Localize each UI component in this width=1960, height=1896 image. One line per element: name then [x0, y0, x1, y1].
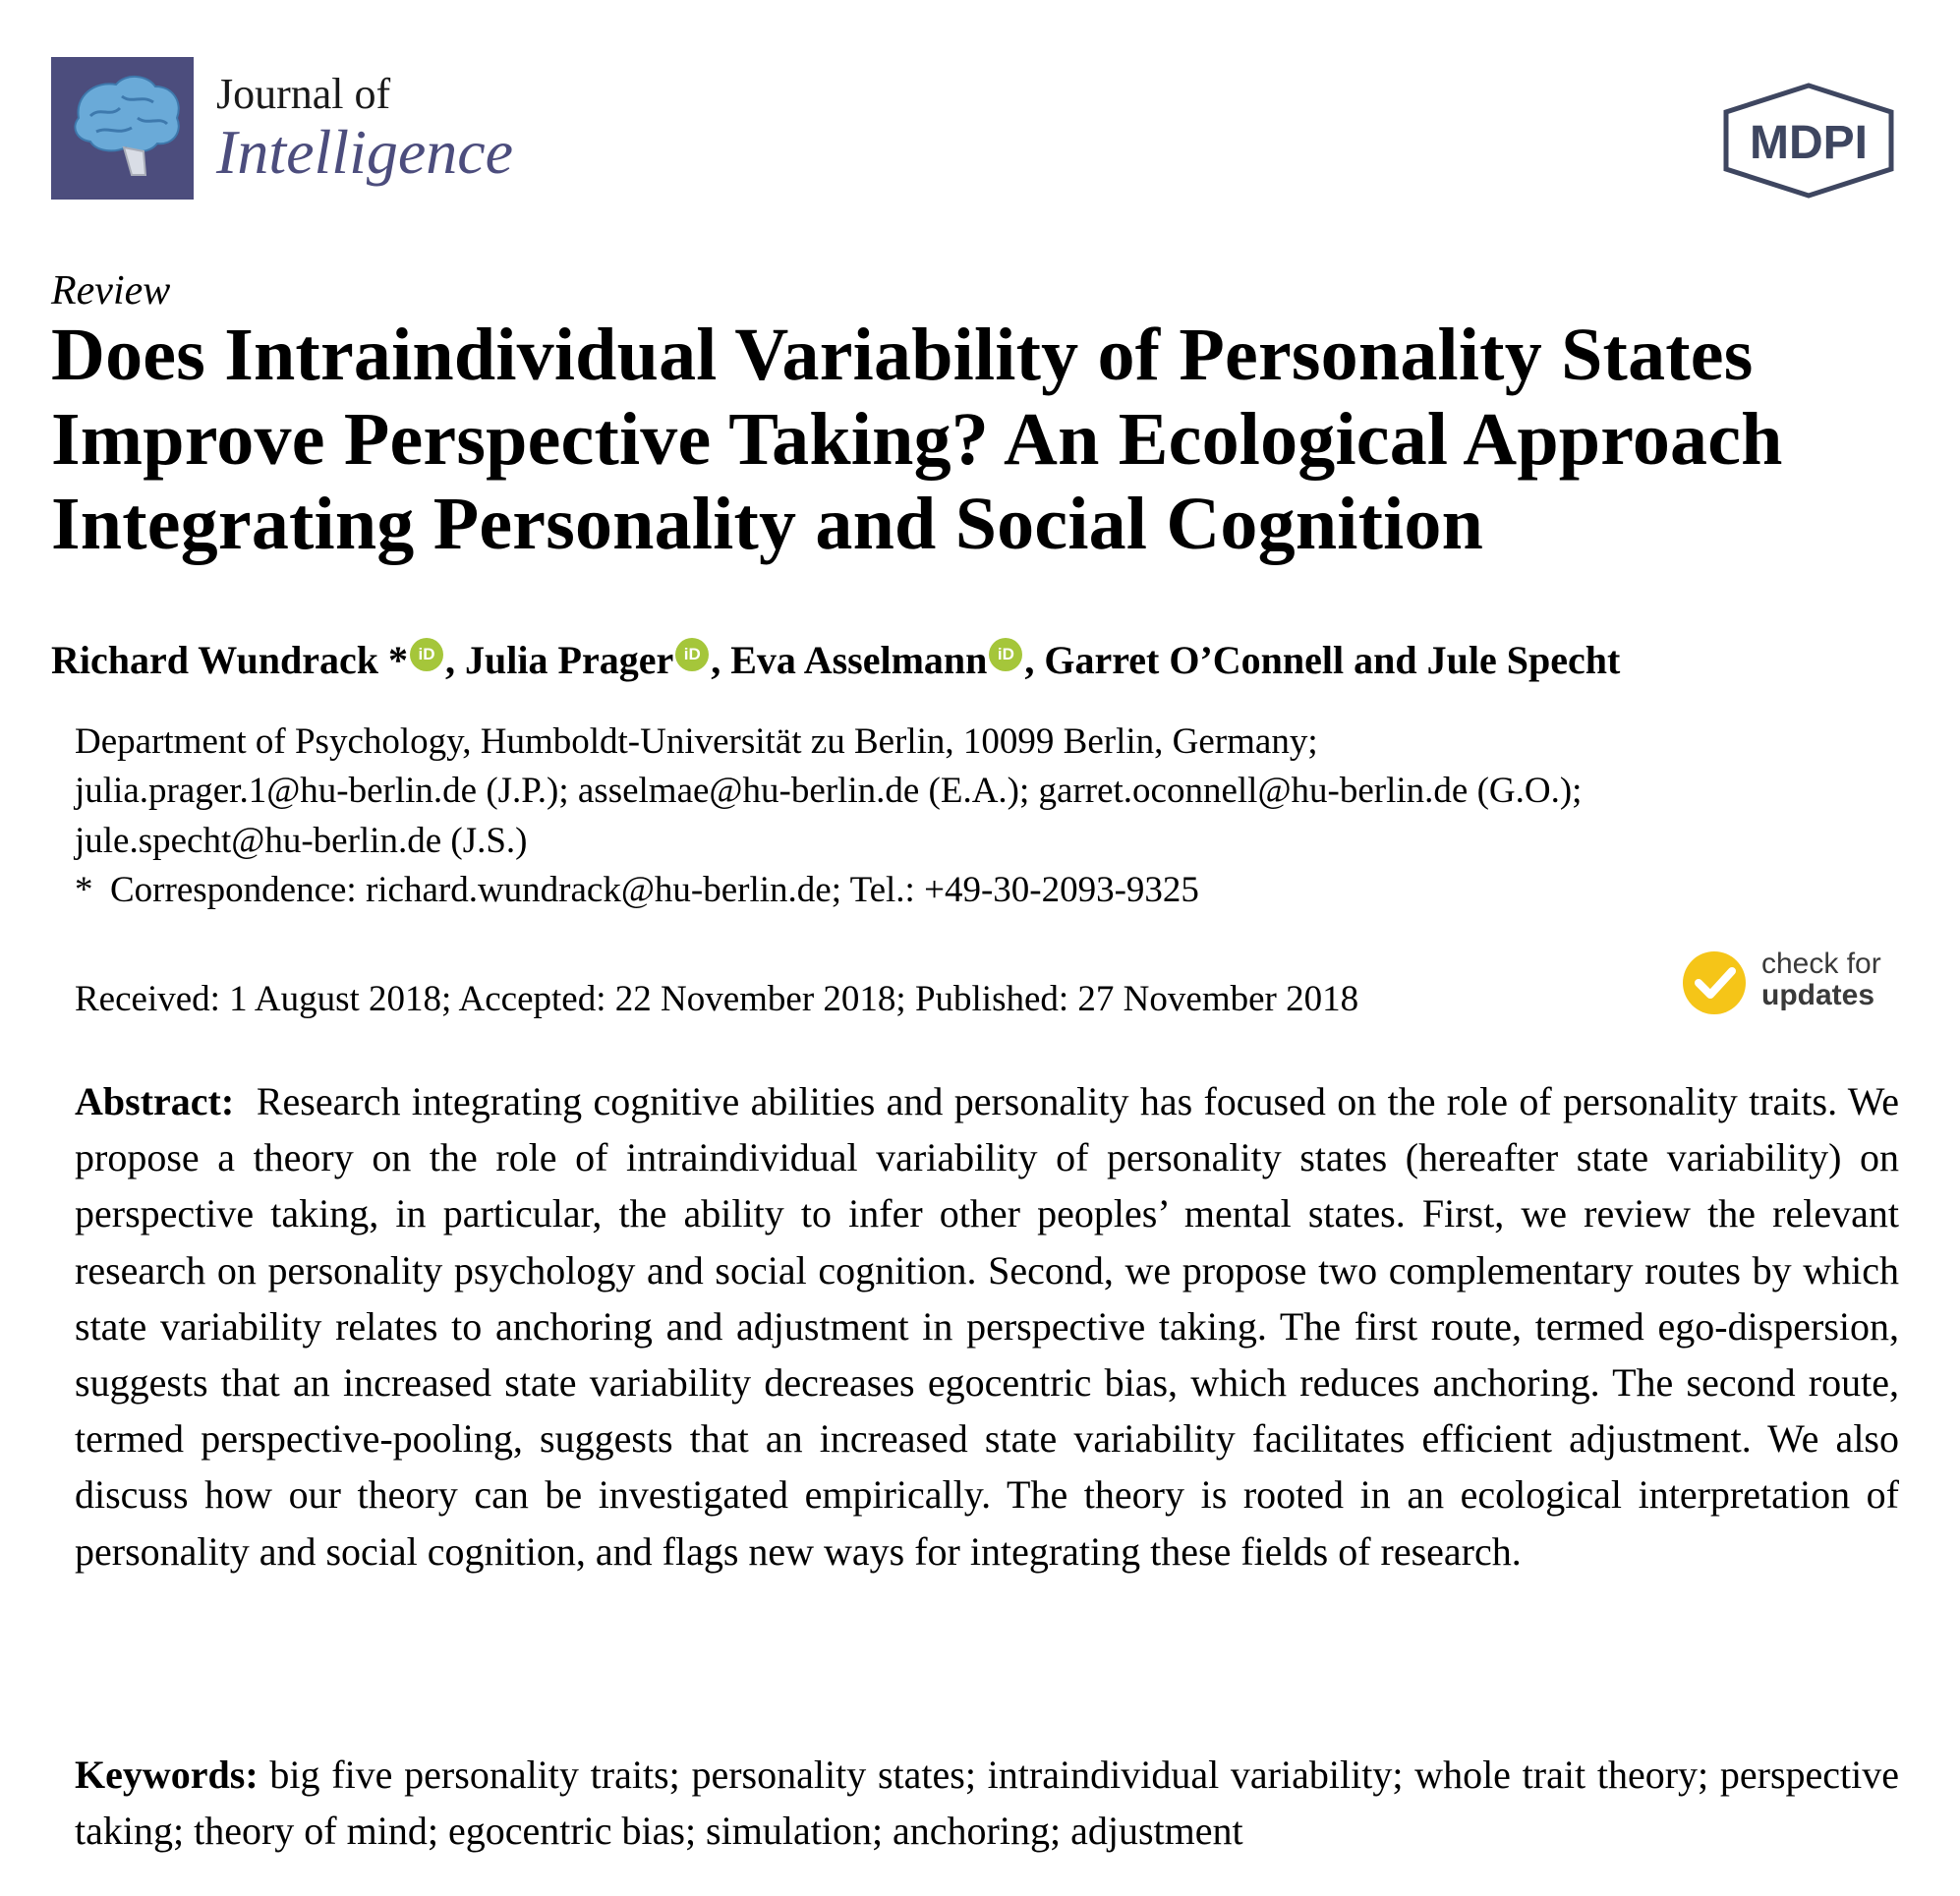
author-name: Garret O’Connell and Jule Specht: [1044, 638, 1621, 682]
correspondence: * Correspondence: richard.wundrack@hu-ber…: [75, 869, 1199, 911]
abstract: Abstract: Research integrating cognitive…: [75, 1073, 1899, 1580]
author-separator: ,: [445, 638, 466, 682]
check-updates-line2: updates: [1761, 979, 1875, 1011]
author-list: Richard Wundrack * iD, Julia Prager iD, Ev…: [51, 637, 1620, 683]
publisher-logo: MDPI: [1720, 83, 1897, 199]
correspondence-marker: *: [75, 870, 93, 910]
correspondence-text: Correspondence: richard.wundrack@hu-berl…: [110, 870, 1199, 910]
orcid-icon[interactable]: iD: [410, 638, 444, 671]
abstract-label: Abstract:: [75, 1079, 235, 1123]
author-name: Richard Wundrack *: [51, 638, 409, 682]
orcid-icon[interactable]: iD: [675, 638, 710, 671]
journal-brain-logo: [51, 57, 194, 200]
journal-prefix: Journal of: [216, 70, 391, 118]
publication-dates: Received: 1 August 2018; Accepted: 22 No…: [75, 979, 1359, 1019]
check-for-updates-badge[interactable]: check for updates: [1681, 944, 1907, 1018]
article-title: Does Intraindividual Variability of Pers…: [51, 314, 1783, 565]
brain-icon: [74, 76, 180, 176]
affiliation-line: jule.specht@hu-berlin.de (J.S.): [75, 821, 528, 861]
publisher-name: MDPI: [1750, 117, 1868, 169]
author-separator: ,: [711, 638, 731, 682]
article-type: Review: [51, 268, 171, 314]
author-name: Eva Asselmann: [730, 638, 988, 682]
affiliation-line: Department of Psychology, Humboldt-Unive…: [75, 721, 1318, 762]
affiliation-line: julia.prager.1@hu-berlin.de (J.P.); asse…: [75, 771, 1583, 811]
check-updates-line1: check for: [1761, 948, 1881, 980]
author-name: Julia Prager: [465, 638, 674, 682]
author-separator: ,: [1024, 638, 1045, 682]
abstract-text: Research integrating cognitive abilities…: [75, 1079, 1899, 1574]
keywords-label: Keywords:: [75, 1752, 259, 1797]
keywords-text: big five personality traits; personality…: [75, 1752, 1899, 1853]
check-icon: [1683, 951, 1746, 1014]
orcid-icon[interactable]: iD: [989, 638, 1023, 671]
journal-name: Intelligence: [216, 117, 514, 187]
keywords: Keywords: big five personality traits; p…: [75, 1747, 1899, 1859]
